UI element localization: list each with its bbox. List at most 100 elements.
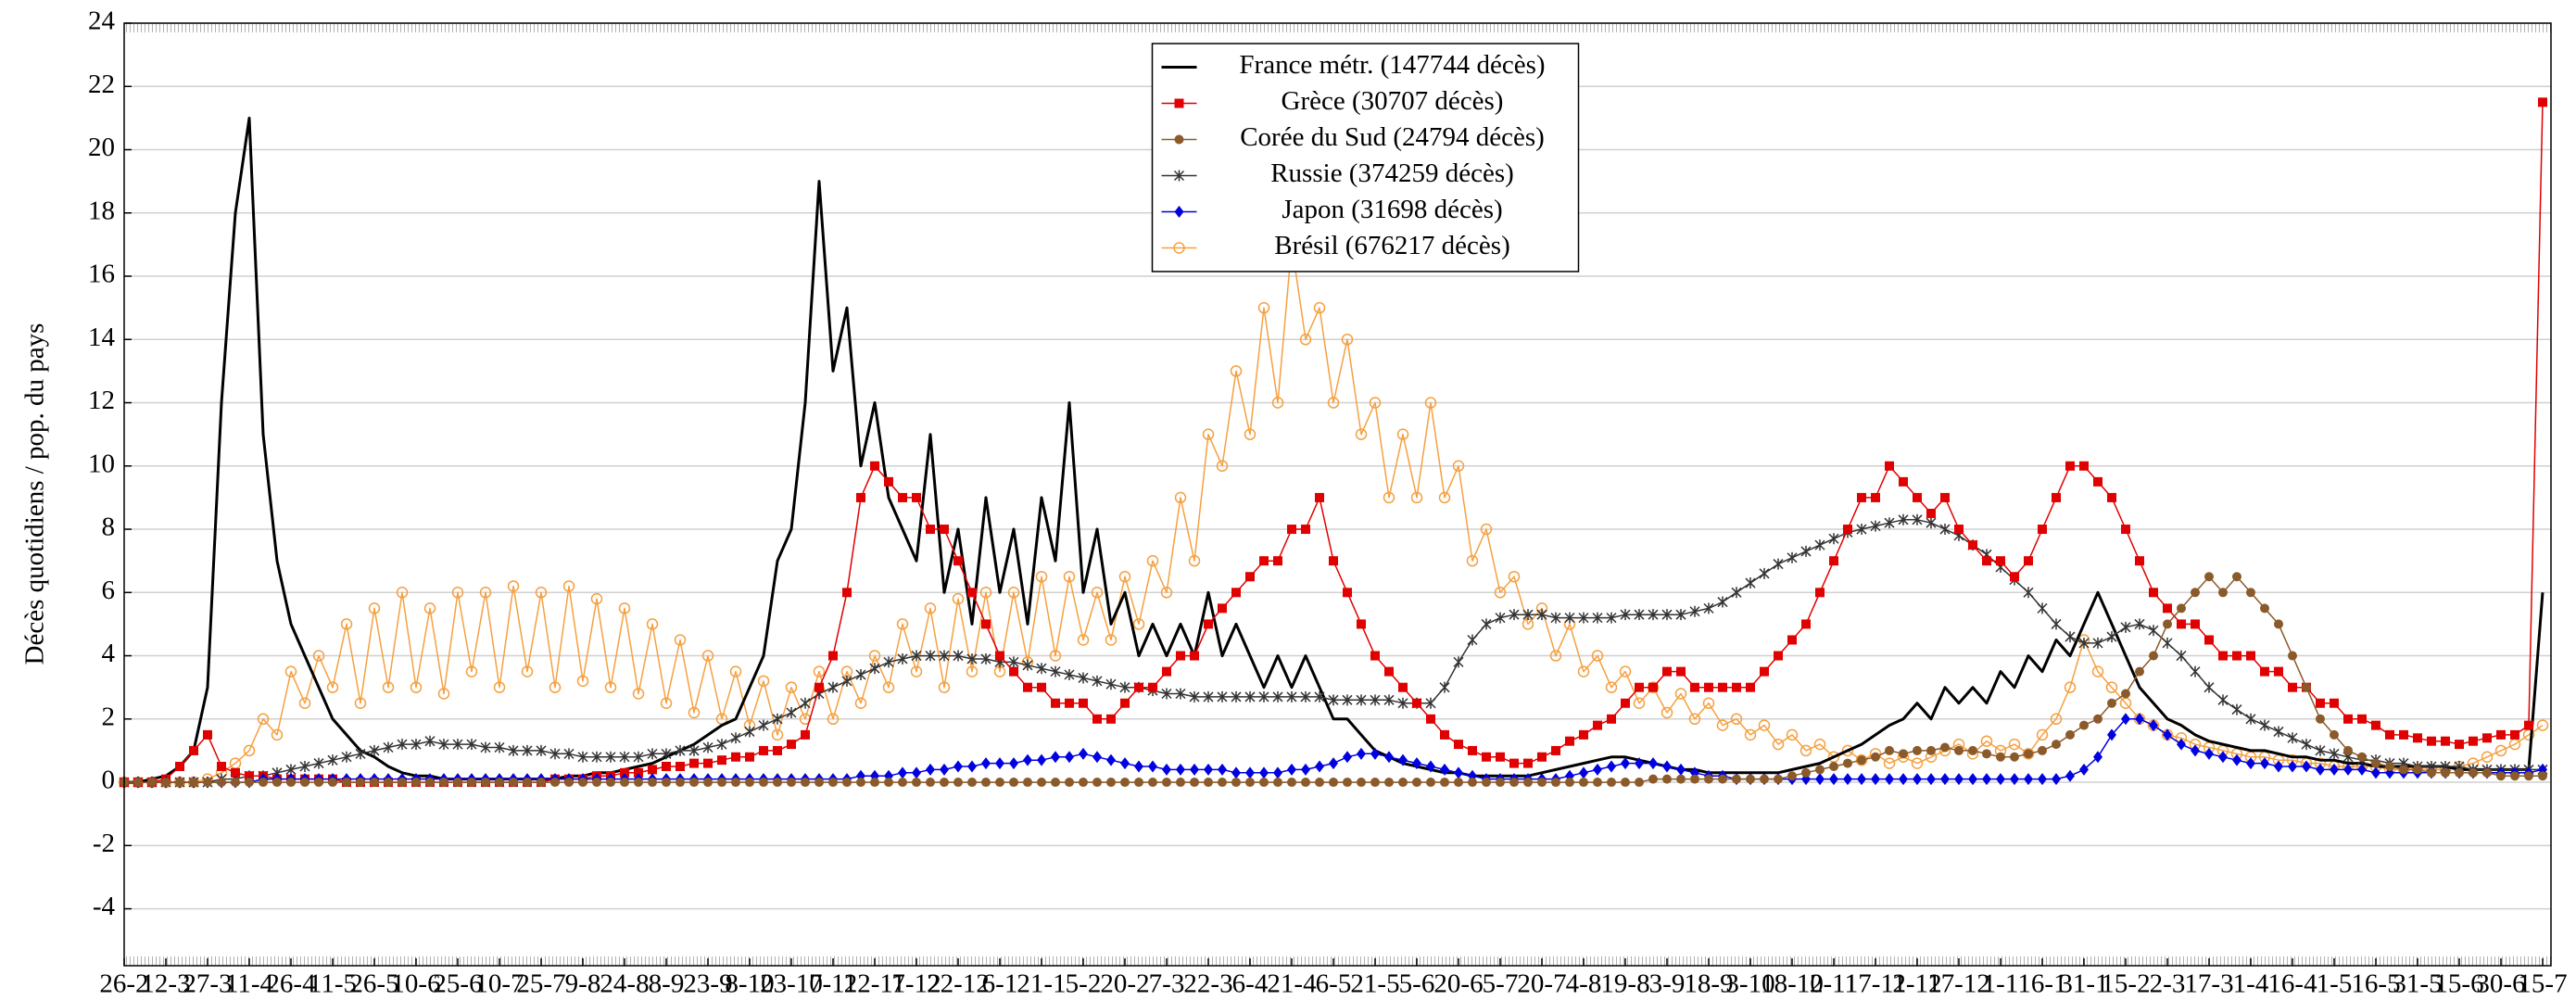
data-point — [674, 634, 687, 646]
data-point — [2038, 525, 2047, 535]
data-point — [1496, 752, 1505, 762]
data-point — [759, 745, 768, 755]
data-point — [1774, 774, 1783, 784]
data-point — [1843, 758, 1852, 768]
data-point — [2079, 720, 2089, 730]
data-point — [1425, 697, 1436, 709]
data-point — [842, 778, 852, 788]
data-point — [2093, 476, 2102, 487]
data-point — [980, 652, 991, 665]
data-point — [745, 752, 754, 762]
x-tick-label: 11-5 — [309, 969, 357, 999]
data-point — [1162, 763, 1171, 776]
data-point — [410, 739, 422, 751]
data-point — [1913, 492, 1922, 502]
data-point — [1718, 774, 1727, 784]
x-tick-label: 16-5 — [2351, 969, 2400, 999]
data-point — [2038, 773, 2047, 786]
data-point — [1245, 778, 1255, 788]
data-point — [1204, 619, 1213, 629]
data-point — [1148, 760, 1157, 773]
data-point — [2288, 651, 2297, 661]
data-point — [1885, 461, 1894, 471]
data-point — [2232, 753, 2241, 766]
data-point — [355, 748, 366, 760]
data-point — [1204, 763, 1213, 776]
data-point — [939, 650, 950, 662]
data-point — [688, 744, 700, 756]
data-point — [2343, 763, 2353, 776]
data-point — [1037, 778, 1046, 788]
x-tick-label: 7-12 — [891, 969, 941, 999]
data-point — [439, 778, 448, 788]
x-tick-label: 7-3 — [1149, 969, 1185, 999]
data-point — [773, 745, 782, 755]
data-point — [2008, 738, 2021, 751]
data-point — [2494, 744, 2507, 757]
data-point — [1745, 577, 1756, 589]
data-point — [1271, 397, 1284, 409]
data-point — [2357, 763, 2367, 776]
data-point — [1160, 587, 1173, 599]
data-point — [1106, 778, 1116, 788]
data-point — [1899, 773, 1908, 786]
data-point — [1661, 706, 1673, 719]
data-point — [1162, 666, 1171, 677]
x-tick-label: 2-12 — [1892, 969, 1941, 999]
data-point — [2079, 763, 2089, 776]
data-point — [2538, 771, 2547, 781]
data-point — [2121, 689, 2130, 699]
data-point — [1536, 609, 1547, 621]
data-point — [2120, 621, 2131, 633]
x-tick-label: 4-8 — [1566, 969, 1602, 999]
data-point — [1454, 778, 1463, 788]
data-point — [1466, 554, 1479, 567]
data-point — [2231, 703, 2242, 715]
data-point — [1480, 523, 1493, 536]
data-point — [2203, 681, 2215, 693]
x-tick-label: 22-11 — [844, 969, 906, 999]
data-point — [1174, 491, 1187, 504]
data-point — [2024, 773, 2033, 786]
data-point — [717, 778, 726, 788]
data-point — [398, 778, 407, 788]
data-point — [1176, 651, 1185, 661]
data-point — [2274, 760, 2283, 773]
data-point — [1231, 766, 1241, 779]
data-point — [979, 587, 992, 599]
data-point — [2524, 771, 2533, 781]
data-point — [1299, 334, 1312, 346]
data-point — [175, 761, 184, 771]
data-point — [396, 587, 409, 599]
data-point — [1161, 688, 1172, 700]
data-point — [1718, 682, 1727, 692]
data-point — [1815, 588, 1825, 598]
data-point — [2204, 747, 2214, 760]
data-point — [1591, 650, 1604, 662]
x-tick-label: 16-4 — [2267, 969, 2317, 999]
data-point — [1412, 757, 1421, 770]
data-point — [1801, 767, 1811, 778]
data-point — [967, 778, 977, 788]
legend-label: Japon (31698 décès) — [1282, 195, 1502, 224]
data-point — [2246, 588, 2255, 598]
data-point — [1857, 773, 1866, 786]
data-point — [1245, 572, 1255, 582]
data-point — [1384, 751, 1394, 764]
data-point — [1329, 757, 1338, 770]
data-point — [1968, 773, 1977, 786]
data-point — [1258, 690, 1269, 703]
data-point — [1828, 533, 1839, 545]
data-point — [1217, 690, 1228, 703]
data-point — [217, 778, 226, 788]
data-point — [1620, 609, 1631, 621]
data-point — [1327, 397, 1340, 409]
data-point — [1315, 492, 1324, 502]
data-point — [2273, 726, 2284, 738]
data-point — [701, 650, 714, 662]
x-tick-label: 27-3 — [183, 969, 232, 999]
data-point — [2260, 603, 2269, 614]
x-tick-label: 5-7 — [1483, 969, 1519, 999]
data-point — [1690, 682, 1699, 692]
data-point — [369, 744, 380, 756]
